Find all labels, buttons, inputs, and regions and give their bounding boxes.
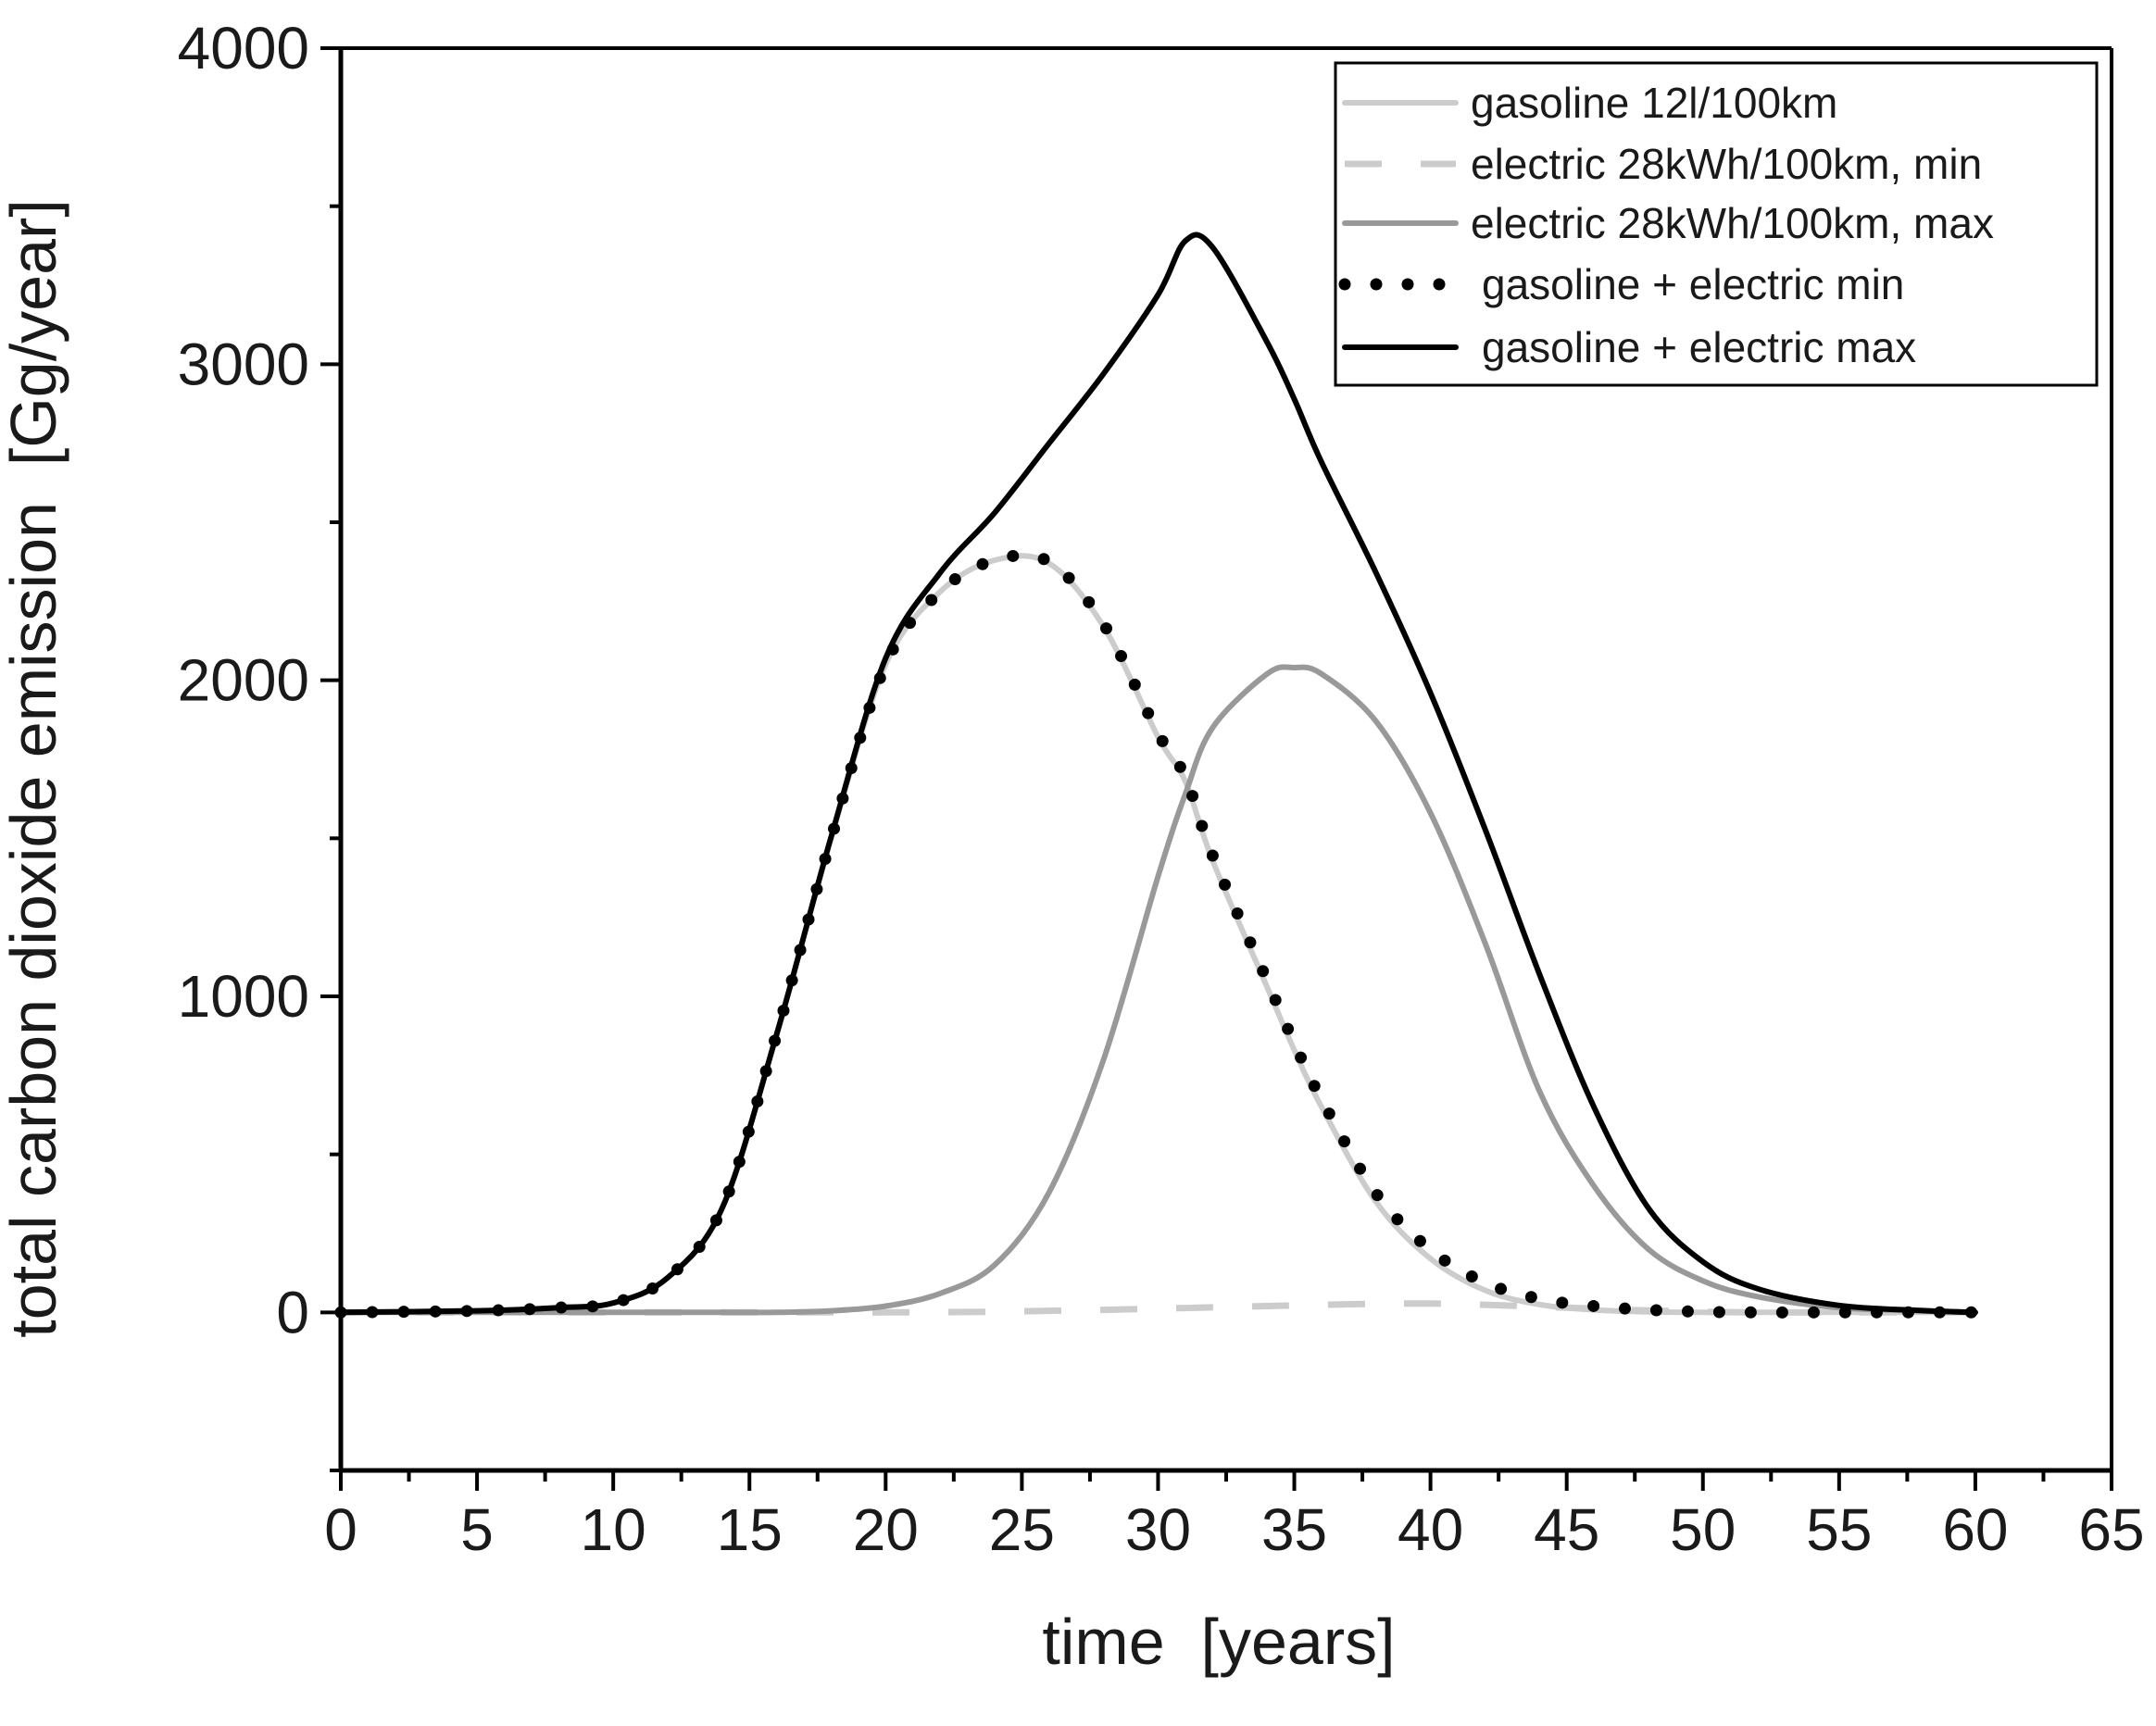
y-tick-label: 1000 xyxy=(178,963,309,1030)
y-axis-title: total carbon dioxide emission [Gg/year] xyxy=(0,199,69,1338)
x-tick-label: 15 xyxy=(717,1496,783,1563)
x-axis-title: time [years] xyxy=(1042,1606,1395,1678)
x-tick-label: 20 xyxy=(853,1496,919,1563)
series-layer xyxy=(334,231,1982,1319)
y-tick-label: 4000 xyxy=(178,15,309,81)
series-line-2 xyxy=(341,1300,1975,1316)
y-tick-label: 0 xyxy=(276,1279,309,1345)
series-line-5 xyxy=(338,231,1978,1316)
legend-label-4: gasoline + electric min xyxy=(1482,260,1904,308)
axes-layer: 0 5 10 15 20 25 30 35 40 45 50 55 60 65 0 1000 2000 3000 4… xyxy=(178,15,2145,1563)
x-tick-label: 25 xyxy=(989,1496,1055,1563)
x-tick-label: 30 xyxy=(1125,1496,1191,1563)
y-tick-label: 2000 xyxy=(178,647,309,714)
x-tick-label: 55 xyxy=(1806,1496,1872,1563)
x-tick-label: 5 xyxy=(460,1496,494,1563)
x-tick-label: 45 xyxy=(1534,1496,1599,1563)
x-tick-label: 65 xyxy=(2078,1496,2144,1563)
x-tick-label: 60 xyxy=(1942,1496,2008,1563)
x-tick-label: 0 xyxy=(324,1496,357,1563)
legend-label-3: electric 28kWh/100km, max xyxy=(1471,199,1994,247)
x-tick-label: 40 xyxy=(1398,1496,1463,1563)
legend-label-5: gasoline + electric max xyxy=(1482,323,1916,371)
series-line-3 xyxy=(338,664,1978,1316)
legend: gasoline 12l/100km electric 28kWh/100km, … xyxy=(1334,61,2099,387)
x-tick-label: 10 xyxy=(581,1496,646,1563)
legend-label-2: electric 28kWh/100km, min xyxy=(1471,140,1982,188)
legend-box xyxy=(1334,61,2099,387)
y-tick-label: 3000 xyxy=(178,331,309,397)
legend-label-1: gasoline 12l/100km xyxy=(1471,79,1837,127)
x-tick-label: 50 xyxy=(1670,1496,1736,1563)
x-tick-label: 35 xyxy=(1261,1496,1327,1563)
